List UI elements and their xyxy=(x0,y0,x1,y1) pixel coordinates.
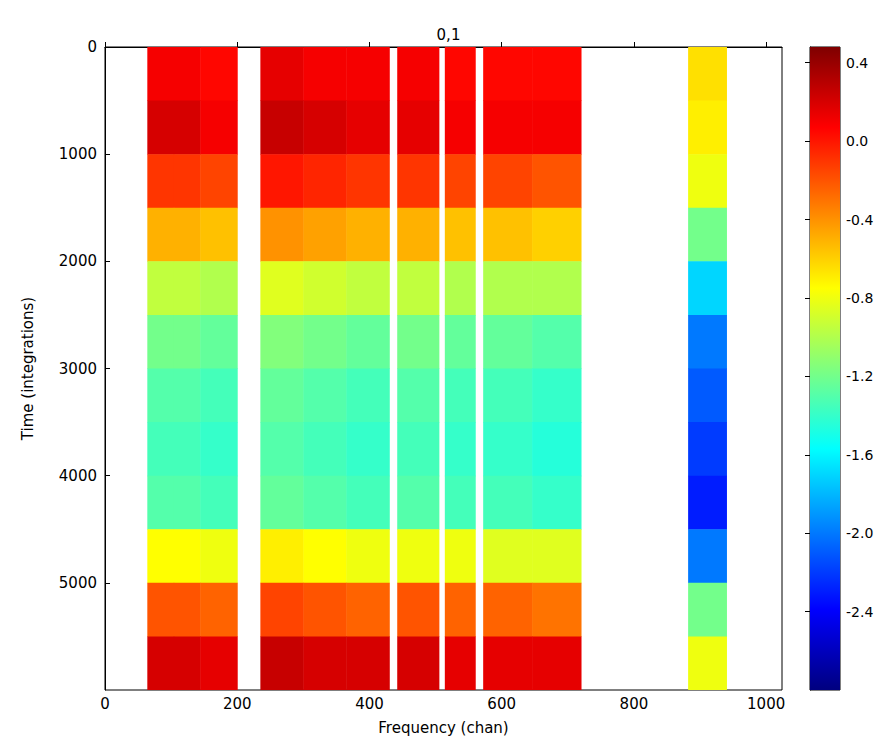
svg-text:0.0: 0.0 xyxy=(846,133,868,149)
svg-text:800: 800 xyxy=(620,695,649,713)
svg-text:400: 400 xyxy=(355,695,384,713)
svg-text:2000: 2000 xyxy=(59,252,97,270)
svg-text:0.4: 0.4 xyxy=(846,55,868,71)
svg-text:600: 600 xyxy=(487,695,516,713)
svg-text:0: 0 xyxy=(100,695,110,713)
svg-text:0: 0 xyxy=(87,38,97,56)
svg-text:200: 200 xyxy=(223,695,252,713)
svg-text:1000: 1000 xyxy=(59,145,97,163)
svg-text:-0.4: -0.4 xyxy=(846,212,873,228)
svg-text:1000: 1000 xyxy=(747,695,785,713)
svg-text:4000: 4000 xyxy=(59,467,97,485)
svg-text:5000: 5000 xyxy=(59,574,97,592)
svg-text:0,1: 0,1 xyxy=(437,26,461,44)
svg-text:-2.4: -2.4 xyxy=(846,604,873,620)
svg-text:-1.6: -1.6 xyxy=(846,447,873,463)
svg-text:-2.0: -2.0 xyxy=(846,525,873,541)
svg-text:-1.2: -1.2 xyxy=(846,368,873,384)
svg-text:3000: 3000 xyxy=(59,360,97,378)
svg-text:Time (integrations): Time (integrations) xyxy=(19,297,37,441)
svg-text:Frequency (chan): Frequency (chan) xyxy=(378,719,508,737)
svg-text:-0.8: -0.8 xyxy=(846,290,873,306)
